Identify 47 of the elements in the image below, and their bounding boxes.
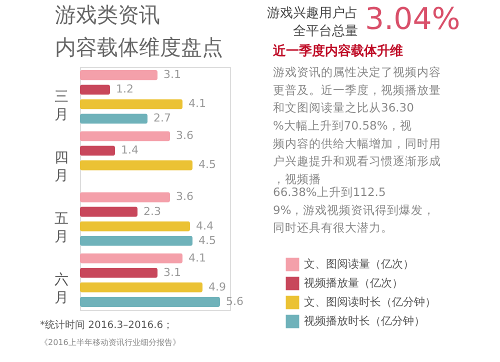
text: *统计时间 2016.3–2016.6； xyxy=(40,319,174,331)
text: 游戏资讯的属性决定了视频内容更普及。近一季度，视频播放量和文图阅读量之比从36.30%大幅上升到70.58%，视频内容的供给大幅增加，同时用户兴趣提升和观看习惯逐渐形成，视频播 xyxy=(273,65,441,186)
bar xyxy=(80,282,202,292)
data-label: 4.1 xyxy=(188,97,206,110)
data-label: 3.6 xyxy=(176,190,194,204)
data-label: 1.4 xyxy=(121,144,138,157)
y-tick-label: 六月 xyxy=(54,272,68,306)
data-label: 3.1 xyxy=(164,68,181,82)
data-label: 4.9 xyxy=(208,280,226,294)
y-tick-label: 五月 xyxy=(54,211,68,246)
bar xyxy=(80,146,115,156)
data-label: 3.6 xyxy=(176,129,194,142)
text: 近一季度内容载体升维 xyxy=(272,43,403,59)
text: 3.04% xyxy=(365,2,460,37)
text: 游戏兴趣用户占 xyxy=(267,6,358,21)
data-label: 4.1 xyxy=(188,251,206,264)
legend-label: 文、图阅读时长（亿分钟） xyxy=(304,296,436,308)
data-label: 1.2 xyxy=(116,82,134,96)
bar xyxy=(80,206,138,217)
legend-label: 文、图阅读量（亿次） xyxy=(304,258,414,270)
data-label: 4.5 xyxy=(198,158,216,172)
bar xyxy=(80,296,220,307)
text: 66.38%上升到112.59%，游戏视频资讯得到爆发，同时还具有很大潜力。 xyxy=(273,185,436,235)
bar xyxy=(80,221,190,232)
legend-label: 视频播放时长（亿分钟） xyxy=(304,314,425,328)
bar xyxy=(80,160,192,170)
data-label: 2.3 xyxy=(144,204,161,218)
bar xyxy=(80,192,170,202)
bar xyxy=(80,99,182,110)
bar xyxy=(80,131,170,142)
chart-title: 游戏类资讯内容载体维度盘点 xyxy=(55,3,223,60)
data-label: 4.4 xyxy=(196,219,214,232)
data-label: 3.1 xyxy=(164,266,181,279)
bar xyxy=(80,84,110,95)
data-label: 5.6 xyxy=(226,294,244,308)
data-label: 4.5 xyxy=(198,234,216,247)
bar xyxy=(80,70,158,80)
y-tick-label: 三月 xyxy=(54,88,68,123)
data-label: 2.7 xyxy=(154,112,171,125)
text: 《2016上半年移动资讯行业细分报告》 xyxy=(40,338,180,347)
y-tick-label: 四月 xyxy=(54,150,68,184)
text: 全平台总量 xyxy=(293,24,358,39)
bar xyxy=(80,236,192,246)
legend-label: 视频播放量（亿次） xyxy=(304,276,403,290)
bar xyxy=(80,253,182,264)
bar xyxy=(80,114,148,124)
bar xyxy=(80,268,158,278)
